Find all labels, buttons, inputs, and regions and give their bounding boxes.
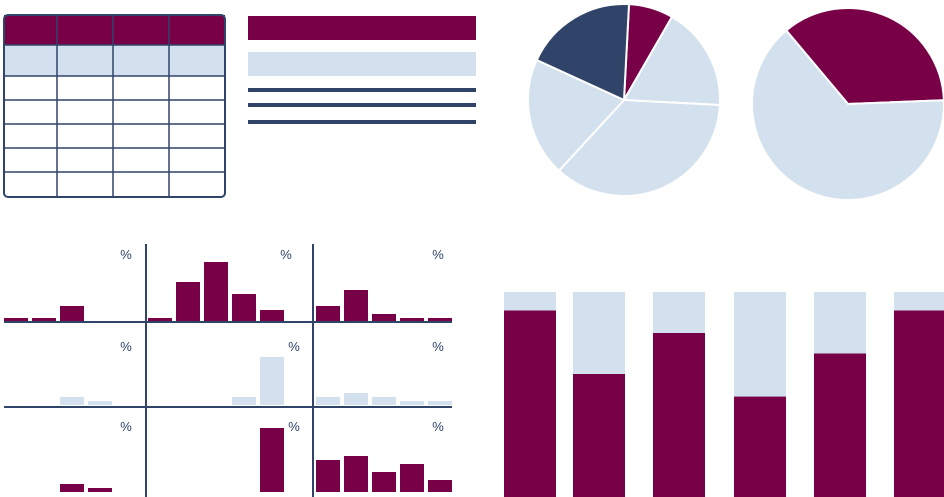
bar <box>232 294 256 322</box>
bar <box>204 262 228 322</box>
bar <box>88 488 112 492</box>
bar <box>176 282 200 322</box>
unit-label: % <box>280 247 292 262</box>
legend-bar <box>248 16 476 40</box>
legend-bar <box>248 52 476 76</box>
stacked-bar-segment <box>573 292 625 374</box>
bar <box>428 480 452 492</box>
bar <box>232 397 256 405</box>
table-border <box>3 14 226 198</box>
bar <box>316 460 340 492</box>
bar <box>372 397 396 405</box>
table-row <box>4 100 225 124</box>
bar <box>344 456 368 492</box>
pie-slice <box>623 15 721 107</box>
bar <box>260 428 284 492</box>
stacked-bar-segment <box>894 310 944 497</box>
table-highlight-row <box>4 45 225 76</box>
unit-label: % <box>288 419 300 434</box>
pie-slice <box>558 99 721 197</box>
table-row <box>4 76 225 100</box>
unit-label: % <box>432 339 444 354</box>
unit-label: % <box>120 339 132 354</box>
bar <box>32 318 56 322</box>
bar <box>60 484 84 492</box>
bar <box>88 401 112 405</box>
data-table <box>3 14 226 198</box>
small-multiples-bar-charts: %%%%%%%%% <box>4 244 452 497</box>
pie-slice <box>527 59 625 172</box>
bar <box>148 318 172 322</box>
bar <box>400 401 424 405</box>
bar <box>316 306 340 322</box>
unit-label: % <box>432 247 444 262</box>
stacked-bar-segment <box>573 374 625 497</box>
stacked-bar-segment <box>734 292 786 397</box>
bar <box>372 314 396 322</box>
pie-slice <box>535 3 631 101</box>
legend-line <box>248 88 476 92</box>
stacked-bar-segment <box>653 333 705 497</box>
pie-slice <box>751 29 944 201</box>
bar <box>260 310 284 322</box>
legend-bars <box>248 16 476 124</box>
unit-label: % <box>432 419 444 434</box>
unit-label: % <box>120 419 132 434</box>
unit-label: % <box>288 339 300 354</box>
bar <box>260 357 284 405</box>
stacked-bar-segment <box>504 292 556 311</box>
stacked-bar-segment <box>653 292 705 333</box>
stacked-bar-segment <box>814 353 866 497</box>
unit-label: % <box>120 247 132 262</box>
pie-chart-left <box>527 3 721 197</box>
stacked-bar-chart <box>504 292 944 497</box>
bar <box>428 401 452 405</box>
stacked-bar-segment <box>734 396 786 497</box>
stacked-bar-segment <box>894 292 944 311</box>
legend-line <box>248 120 476 124</box>
stacked-bar-segment <box>814 292 866 354</box>
table-header-row <box>4 15 225 45</box>
pie-chart-right <box>751 7 944 201</box>
bar <box>316 397 340 405</box>
bar <box>372 472 396 492</box>
bar <box>400 318 424 322</box>
bar <box>344 393 368 405</box>
table-row <box>4 124 225 148</box>
table-row <box>4 148 225 172</box>
table-row <box>4 172 225 197</box>
bar <box>60 306 84 322</box>
bar <box>344 290 368 322</box>
bar <box>60 397 84 405</box>
legend-line <box>248 103 476 107</box>
bar <box>400 464 424 492</box>
bar <box>428 318 452 322</box>
bar <box>4 318 28 322</box>
pie-slice <box>785 7 944 105</box>
stacked-bar-segment <box>504 310 556 497</box>
